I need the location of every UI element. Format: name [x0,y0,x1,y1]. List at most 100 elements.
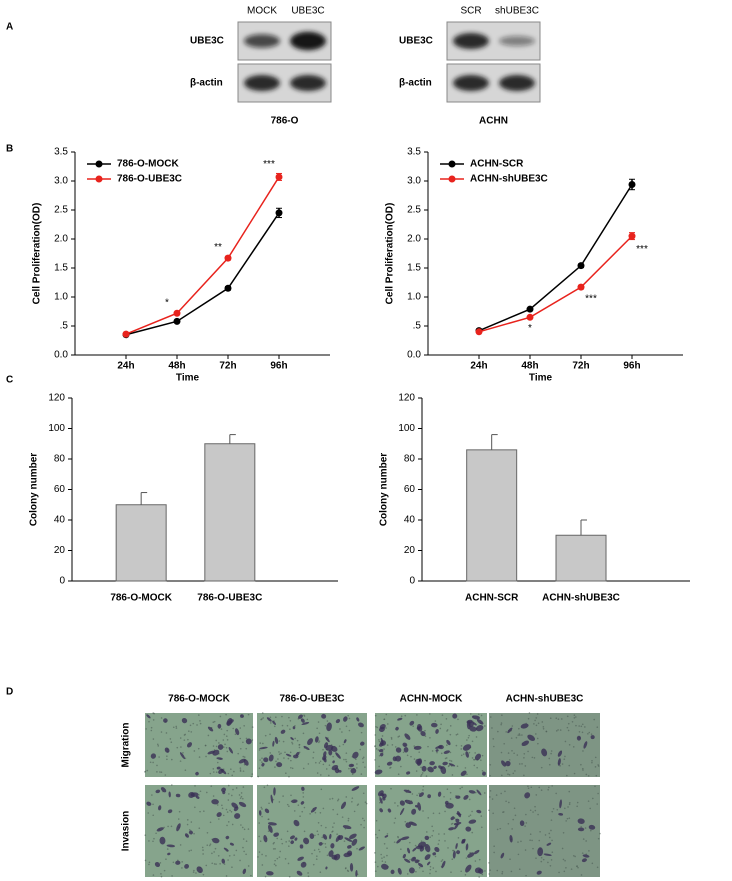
pore [567,722,570,725]
pore [284,858,287,860]
pore [420,766,422,769]
pore [312,751,315,754]
pore [375,748,378,750]
pore [408,841,411,844]
legend-label: ACHN-SCR [470,159,524,170]
pore [578,730,581,733]
pore [227,799,230,801]
micrograph [374,713,487,777]
pore [465,857,468,859]
pore [144,834,147,837]
pore [364,801,367,803]
pore [166,848,169,850]
pore [489,774,491,777]
pore [386,723,389,725]
stained-cell [509,834,513,843]
pore [151,794,153,796]
pore [347,819,350,822]
y-axis-title: Cell Proliferation(OD) [385,203,396,305]
pore [501,872,503,875]
pore [576,801,579,804]
pore [218,818,220,820]
pore [568,817,571,820]
pore [325,768,328,770]
pore [262,717,265,719]
pore [523,774,525,777]
pore [156,764,158,767]
stained-cell [263,835,268,843]
pore [302,732,305,735]
pore [383,842,386,845]
pore [473,764,476,767]
stained-cell [427,794,431,799]
stained-cell [342,825,352,830]
pore [225,713,227,716]
stained-cell [453,821,462,826]
pore [514,814,517,817]
stained-cell [468,819,477,824]
pore [496,828,499,831]
pore [529,833,532,836]
pore [518,733,521,735]
pore [297,804,300,806]
pore [316,727,318,730]
pore [582,767,584,770]
pore [568,803,571,806]
pore [557,718,560,720]
pore [540,856,543,859]
pore [316,772,319,774]
stained-cell [418,792,424,798]
pore [351,773,354,776]
pore [374,734,377,736]
pore [291,742,294,745]
pore [280,838,283,841]
micrograph [257,712,367,778]
pore [239,767,242,769]
stained-cell [417,841,426,848]
pore [566,774,568,777]
pore [240,795,243,798]
pore [317,848,320,851]
panel-label: C [6,375,13,386]
x-tick-label: 48h [168,361,185,372]
pore [250,775,253,778]
pore [402,751,405,754]
pore [362,756,365,759]
pore [431,750,434,752]
stained-cell [419,846,425,852]
pore [344,867,347,870]
stained-cell [352,751,359,759]
pore [374,861,377,863]
pore [468,751,471,754]
stained-cell [335,835,341,842]
pore [564,740,567,743]
pore [181,867,183,869]
pore [563,807,566,810]
pore [524,765,527,767]
pore [262,742,264,745]
stained-cell [588,824,596,830]
pore [597,765,600,767]
stained-cell [349,863,354,872]
stained-cell [179,752,186,760]
pore [584,827,587,829]
stained-cell [263,757,269,763]
pore [505,731,508,733]
stained-cell [261,763,265,767]
stained-cell [404,733,411,740]
pore [493,745,495,748]
stained-cell [559,799,562,809]
pore [449,798,452,800]
pore [549,864,552,867]
stained-cell [326,722,332,732]
stained-cell [166,844,176,848]
pore [418,866,421,869]
pore [247,865,250,867]
pore [160,771,163,774]
stained-cell [331,854,338,860]
pore [535,717,538,719]
pore [213,720,216,723]
column-label: ACHN-shUBE3C [506,694,584,705]
pore [440,752,443,755]
pore [275,864,277,867]
